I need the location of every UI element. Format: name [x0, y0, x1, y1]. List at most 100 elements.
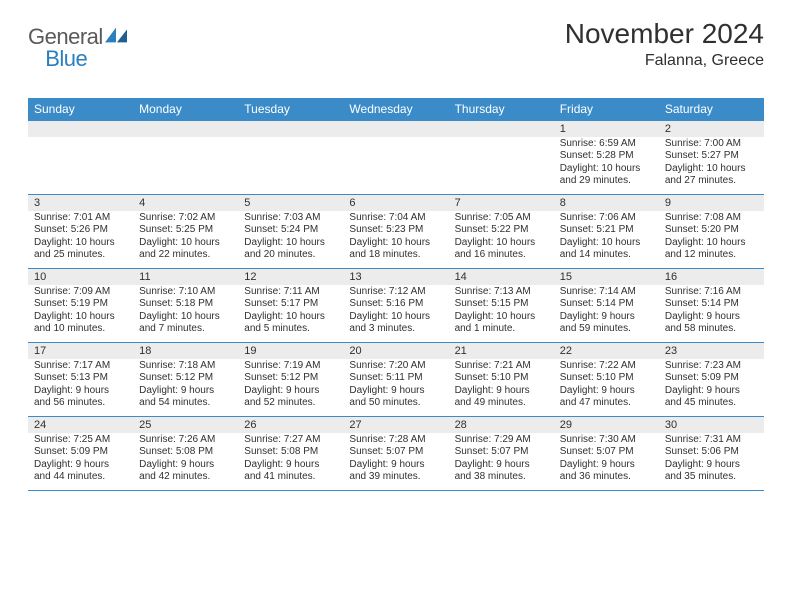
sunset-text: Sunset: 5:19 PM	[34, 298, 127, 311]
day-detail-cell: Sunrise: 7:03 AMSunset: 5:24 PMDaylight:…	[238, 211, 343, 269]
daylight-text: Daylight: 9 hours and 39 minutes.	[349, 459, 442, 484]
sunrise-text: Sunrise: 7:01 AM	[34, 212, 127, 225]
week-detail-row: Sunrise: 6:59 AMSunset: 5:28 PMDaylight:…	[28, 137, 764, 195]
week-number-row: 12	[28, 121, 764, 137]
day-number-cell: 18	[133, 343, 238, 359]
sunset-text: Sunset: 5:21 PM	[560, 224, 653, 237]
day-number-cell: 22	[554, 343, 659, 359]
sunrise-text: Sunrise: 7:09 AM	[34, 286, 127, 299]
sunrise-text: Sunrise: 7:27 AM	[244, 434, 337, 447]
day-number-cell: 30	[659, 417, 764, 433]
week-number-row: 24252627282930	[28, 417, 764, 433]
sunset-text: Sunset: 5:12 PM	[139, 372, 232, 385]
sunrise-text: Sunrise: 7:18 AM	[139, 360, 232, 373]
day-detail-cell: Sunrise: 7:30 AMSunset: 5:07 PMDaylight:…	[554, 433, 659, 491]
sunrise-text: Sunrise: 7:16 AM	[665, 286, 758, 299]
day-detail-cell: Sunrise: 7:22 AMSunset: 5:10 PMDaylight:…	[554, 359, 659, 417]
sunset-text: Sunset: 5:28 PM	[560, 150, 653, 163]
daylight-text: Daylight: 9 hours and 38 minutes.	[455, 459, 548, 484]
week-number-row: 10111213141516	[28, 269, 764, 285]
week-detail-row: Sunrise: 7:01 AMSunset: 5:26 PMDaylight:…	[28, 211, 764, 269]
sunrise-text: Sunrise: 7:31 AM	[665, 434, 758, 447]
day-detail-cell: Sunrise: 7:25 AMSunset: 5:09 PMDaylight:…	[28, 433, 133, 491]
day-number-cell: 12	[238, 269, 343, 285]
day-detail-cell: Sunrise: 7:01 AMSunset: 5:26 PMDaylight:…	[28, 211, 133, 269]
weekday-saturday: Saturday	[659, 98, 764, 121]
sunset-text: Sunset: 5:14 PM	[665, 298, 758, 311]
weekday-friday: Friday	[554, 98, 659, 121]
daylight-text: Daylight: 9 hours and 59 minutes.	[560, 311, 653, 336]
sunset-text: Sunset: 5:06 PM	[665, 446, 758, 459]
sunset-text: Sunset: 5:18 PM	[139, 298, 232, 311]
day-number-cell: 5	[238, 195, 343, 211]
sunset-text: Sunset: 5:20 PM	[665, 224, 758, 237]
daylight-text: Daylight: 9 hours and 36 minutes.	[560, 459, 653, 484]
weekday-sunday: Sunday	[28, 98, 133, 121]
sunrise-text: Sunrise: 7:20 AM	[349, 360, 442, 373]
daylight-text: Daylight: 10 hours and 10 minutes.	[34, 311, 127, 336]
daylight-text: Daylight: 10 hours and 7 minutes.	[139, 311, 232, 336]
day-number-cell: 1	[554, 121, 659, 137]
sunset-text: Sunset: 5:07 PM	[349, 446, 442, 459]
daylight-text: Daylight: 10 hours and 16 minutes.	[455, 237, 548, 262]
day-number-cell: 17	[28, 343, 133, 359]
day-detail-cell: Sunrise: 7:20 AMSunset: 5:11 PMDaylight:…	[343, 359, 448, 417]
day-number-cell: 19	[238, 343, 343, 359]
day-number-cell: 16	[659, 269, 764, 285]
sunset-text: Sunset: 5:25 PM	[139, 224, 232, 237]
sunrise-text: Sunrise: 7:11 AM	[244, 286, 337, 299]
day-number-cell: 26	[238, 417, 343, 433]
day-number-cell: 10	[28, 269, 133, 285]
day-detail-cell: Sunrise: 7:11 AMSunset: 5:17 PMDaylight:…	[238, 285, 343, 343]
day-number-cell: 3	[28, 195, 133, 211]
sunset-text: Sunset: 5:07 PM	[560, 446, 653, 459]
sunrise-text: Sunrise: 7:10 AM	[139, 286, 232, 299]
week-detail-row: Sunrise: 7:09 AMSunset: 5:19 PMDaylight:…	[28, 285, 764, 343]
sunset-text: Sunset: 5:16 PM	[349, 298, 442, 311]
day-detail-cell: Sunrise: 7:23 AMSunset: 5:09 PMDaylight:…	[659, 359, 764, 417]
daylight-text: Daylight: 9 hours and 35 minutes.	[665, 459, 758, 484]
sunset-text: Sunset: 5:23 PM	[349, 224, 442, 237]
weekday-header-row: Sunday Monday Tuesday Wednesday Thursday…	[28, 98, 764, 121]
sunrise-text: Sunrise: 6:59 AM	[560, 138, 653, 151]
sunrise-text: Sunrise: 7:17 AM	[34, 360, 127, 373]
day-detail-cell: Sunrise: 7:19 AMSunset: 5:12 PMDaylight:…	[238, 359, 343, 417]
weekday-tuesday: Tuesday	[238, 98, 343, 121]
sunrise-text: Sunrise: 7:05 AM	[455, 212, 548, 225]
day-number-cell: 21	[449, 343, 554, 359]
day-detail-cell: Sunrise: 7:08 AMSunset: 5:20 PMDaylight:…	[659, 211, 764, 269]
sunset-text: Sunset: 5:11 PM	[349, 372, 442, 385]
day-number-cell	[343, 121, 448, 137]
day-detail-cell: Sunrise: 6:59 AMSunset: 5:28 PMDaylight:…	[554, 137, 659, 195]
day-number-cell: 20	[343, 343, 448, 359]
sunrise-text: Sunrise: 7:03 AM	[244, 212, 337, 225]
sunrise-text: Sunrise: 7:08 AM	[665, 212, 758, 225]
sunrise-text: Sunrise: 7:13 AM	[455, 286, 548, 299]
day-number-cell	[28, 121, 133, 137]
day-number-cell: 14	[449, 269, 554, 285]
day-detail-cell: Sunrise: 7:02 AMSunset: 5:25 PMDaylight:…	[133, 211, 238, 269]
daylight-text: Daylight: 9 hours and 54 minutes.	[139, 385, 232, 410]
day-detail-cell: Sunrise: 7:16 AMSunset: 5:14 PMDaylight:…	[659, 285, 764, 343]
logo-text-blue: Blue	[45, 46, 87, 71]
day-detail-cell: Sunrise: 7:26 AMSunset: 5:08 PMDaylight:…	[133, 433, 238, 491]
sunset-text: Sunset: 5:22 PM	[455, 224, 548, 237]
sunset-text: Sunset: 5:26 PM	[34, 224, 127, 237]
day-detail-cell: Sunrise: 7:00 AMSunset: 5:27 PMDaylight:…	[659, 137, 764, 195]
daylight-text: Daylight: 9 hours and 52 minutes.	[244, 385, 337, 410]
day-number-cell	[238, 121, 343, 137]
sunrise-text: Sunrise: 7:22 AM	[560, 360, 653, 373]
daylight-text: Daylight: 10 hours and 3 minutes.	[349, 311, 442, 336]
day-detail-cell: Sunrise: 7:17 AMSunset: 5:13 PMDaylight:…	[28, 359, 133, 417]
day-number-cell	[133, 121, 238, 137]
day-number-cell: 29	[554, 417, 659, 433]
daylight-text: Daylight: 9 hours and 47 minutes.	[560, 385, 653, 410]
title-block: November 2024 Falanna, Greece	[565, 18, 764, 70]
sunset-text: Sunset: 5:24 PM	[244, 224, 337, 237]
week-number-row: 3456789	[28, 195, 764, 211]
sunset-text: Sunset: 5:07 PM	[455, 446, 548, 459]
day-detail-cell: Sunrise: 7:06 AMSunset: 5:21 PMDaylight:…	[554, 211, 659, 269]
daylight-text: Daylight: 10 hours and 25 minutes.	[34, 237, 127, 262]
day-number-cell: 11	[133, 269, 238, 285]
daylight-text: Daylight: 9 hours and 44 minutes.	[34, 459, 127, 484]
